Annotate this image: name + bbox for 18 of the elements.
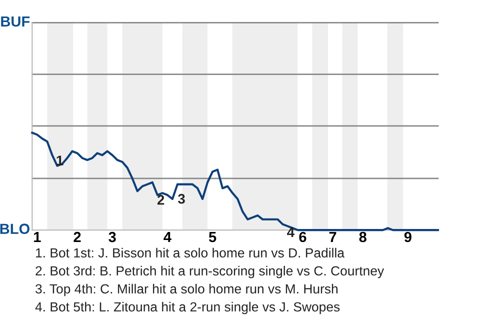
x-tick-label: 1 — [34, 232, 41, 242]
x-tick-label: 9 — [404, 232, 412, 242]
annotation: 2 — [157, 194, 164, 205]
x-tick-label: 3 — [108, 232, 116, 242]
x-tick-label: 2 — [74, 232, 81, 242]
text: 4. Bot 5th: L. Zitouna hit a 2-run single vs J. Swopes — [35, 302, 340, 314]
annotation: 1 — [56, 156, 64, 166]
text: 2. Bot 3rd: B. Petrich hit a run-scoring single vs C. Courtney — [36, 266, 384, 278]
x-tick-label: 4 — [164, 232, 172, 242]
text: 1. Bot 1st: J. Bisson hit a solo home run vs D. Padilla — [36, 248, 344, 258]
x-tick-label: 7 — [329, 232, 336, 242]
text: 3. Top 4th: C. Millar hit a solo home run vs M. Hursh — [36, 284, 338, 296]
text: BLO — [0, 224, 30, 234]
annotation: 3 — [178, 194, 185, 204]
text: BUF — [1, 16, 30, 27]
x-tick-label: 6 — [299, 232, 306, 242]
x-tick-label: 8 — [359, 232, 366, 242]
x-tick-label: 5 — [208, 232, 216, 242]
